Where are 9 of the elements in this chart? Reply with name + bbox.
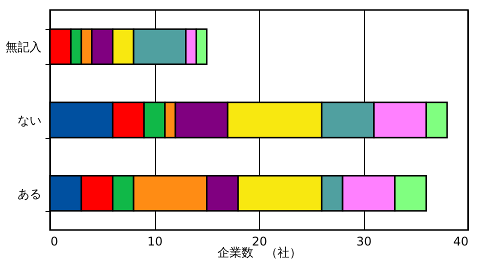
x-tick-label: 20 bbox=[252, 234, 268, 248]
y-tick-label: 無記入 bbox=[6, 40, 42, 54]
x-tick-label: 0 bbox=[50, 234, 58, 248]
y-tick-label: ない bbox=[18, 114, 42, 128]
y-tick-label: ある bbox=[18, 186, 42, 201]
x-tick-label: 30 bbox=[356, 234, 372, 248]
x-tick-label: 10 bbox=[147, 234, 163, 248]
x-axis-title: 企業数 （社） bbox=[218, 246, 302, 260]
x-tick-label: 40 bbox=[453, 234, 468, 248]
